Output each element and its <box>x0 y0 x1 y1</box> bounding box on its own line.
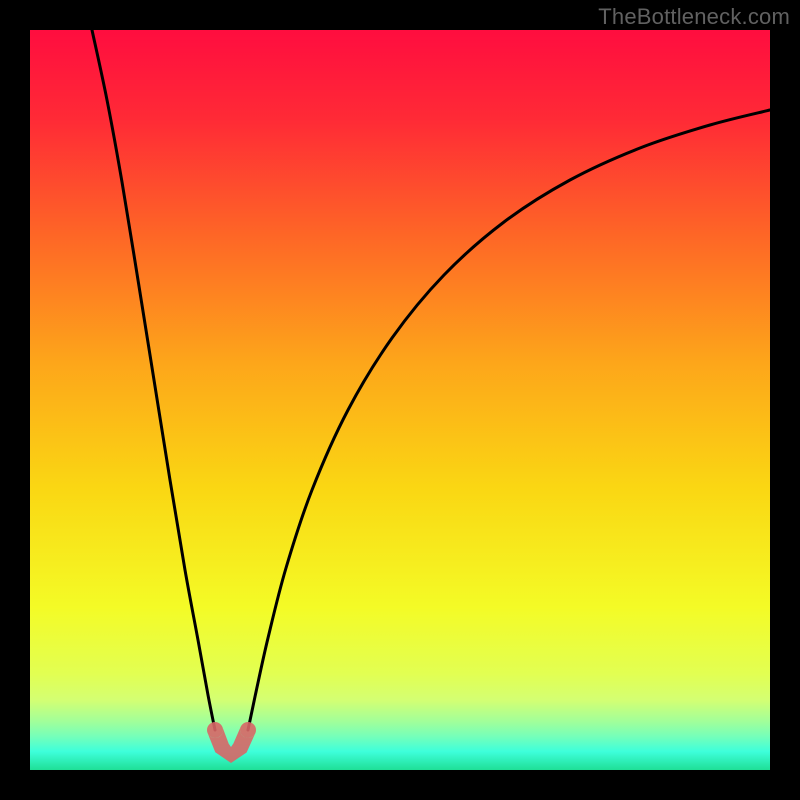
watermark-text: TheBottleneck.com <box>598 4 790 30</box>
trough-marker-lobe-left <box>207 722 223 738</box>
trough-marker-lobe-right <box>240 722 256 738</box>
plot-svg <box>30 30 770 770</box>
chart-frame: TheBottleneck.com <box>0 0 800 800</box>
plot-area <box>30 30 770 770</box>
